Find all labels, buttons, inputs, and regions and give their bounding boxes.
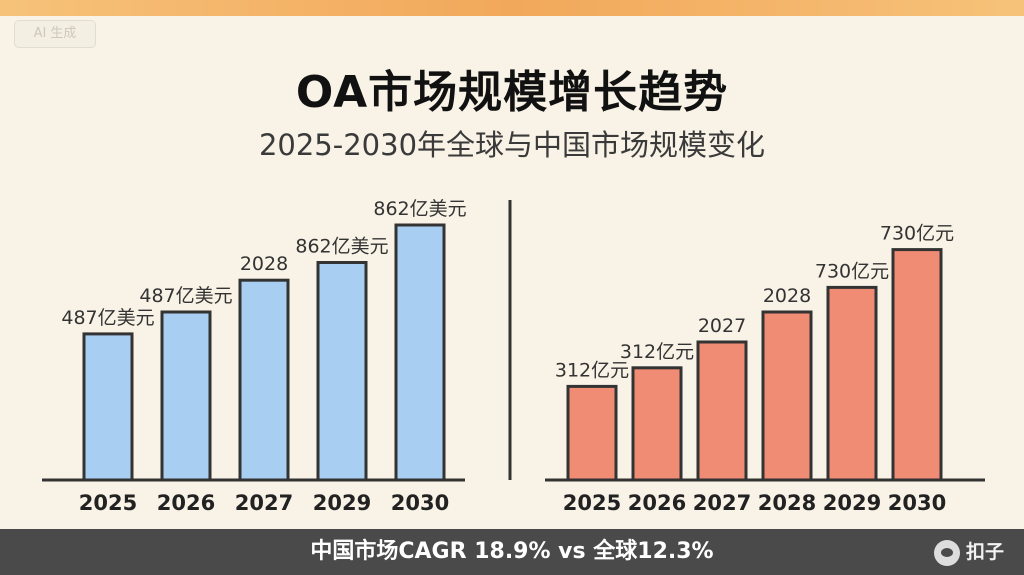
chart-title: OA市场规模增长趋势 bbox=[295, 67, 729, 118]
china-x-tick-label: 2027 bbox=[693, 491, 751, 515]
china-bar-2025 bbox=[566, 384, 618, 482]
china-data-label: 312亿元 bbox=[555, 359, 629, 381]
global-data-label: 487亿美元 bbox=[61, 307, 154, 329]
global-data-label: 2028 bbox=[240, 253, 288, 275]
china-bar-2030 bbox=[891, 248, 943, 482]
brand-mark: 扣子 bbox=[933, 534, 1004, 570]
global-x-tick-label: 2027 bbox=[235, 491, 293, 515]
global-bar-2027 bbox=[238, 278, 290, 482]
global-bar-2026 bbox=[160, 310, 212, 482]
brand-logo-icon bbox=[933, 539, 960, 566]
china-x-tick-label: 2025 bbox=[563, 491, 621, 515]
china-data-label: 2028 bbox=[763, 285, 811, 307]
china-data-label: 730亿元 bbox=[815, 260, 889, 282]
china-x-tick-label: 2029 bbox=[823, 491, 881, 515]
china-bar-2028 bbox=[761, 310, 813, 482]
global-x-tick-label: 2029 bbox=[313, 491, 371, 515]
global-bar-2025 bbox=[82, 332, 134, 482]
china-data-label: 2027 bbox=[698, 315, 746, 337]
china-x-tick-label: 2026 bbox=[628, 491, 686, 515]
china-data-label: 312亿元 bbox=[620, 341, 694, 363]
global-x-tick-label: 2030 bbox=[391, 491, 449, 515]
global-bar-2030 bbox=[394, 223, 446, 482]
brand-name: 扣子 bbox=[965, 541, 1004, 563]
global-data-label: 862亿美元 bbox=[295, 236, 388, 258]
china-bar-2029 bbox=[826, 285, 878, 482]
global-x-tick-label: 2025 bbox=[79, 491, 137, 515]
bar-charts: 487亿美元 2025 487亿美元 2026 2028 2027 862亿美元 2029 86… bbox=[42, 198, 985, 515]
ai-generated-badge: AI 生成 bbox=[14, 20, 96, 48]
china-x-tick-label: 2030 bbox=[888, 491, 946, 515]
global-data-label: 487亿美元 bbox=[139, 285, 232, 307]
china-data-label: 730亿元 bbox=[880, 223, 954, 245]
footer-banner: 中国市场CAGR 18.9% vs 全球12.3% bbox=[0, 529, 1024, 575]
china-x-tick-label: 2028 bbox=[758, 491, 816, 515]
top-accent-band bbox=[0, 0, 1024, 16]
global-x-tick-label: 2026 bbox=[157, 491, 215, 515]
global-data-label: 862亿美元 bbox=[373, 198, 466, 220]
global-bar-2029 bbox=[316, 261, 368, 482]
chart-subtitle: 2025-2030年全球与中国市场规模变化 bbox=[258, 128, 766, 162]
china-bar-2026 bbox=[631, 366, 683, 482]
china-bar-2027 bbox=[696, 340, 748, 482]
